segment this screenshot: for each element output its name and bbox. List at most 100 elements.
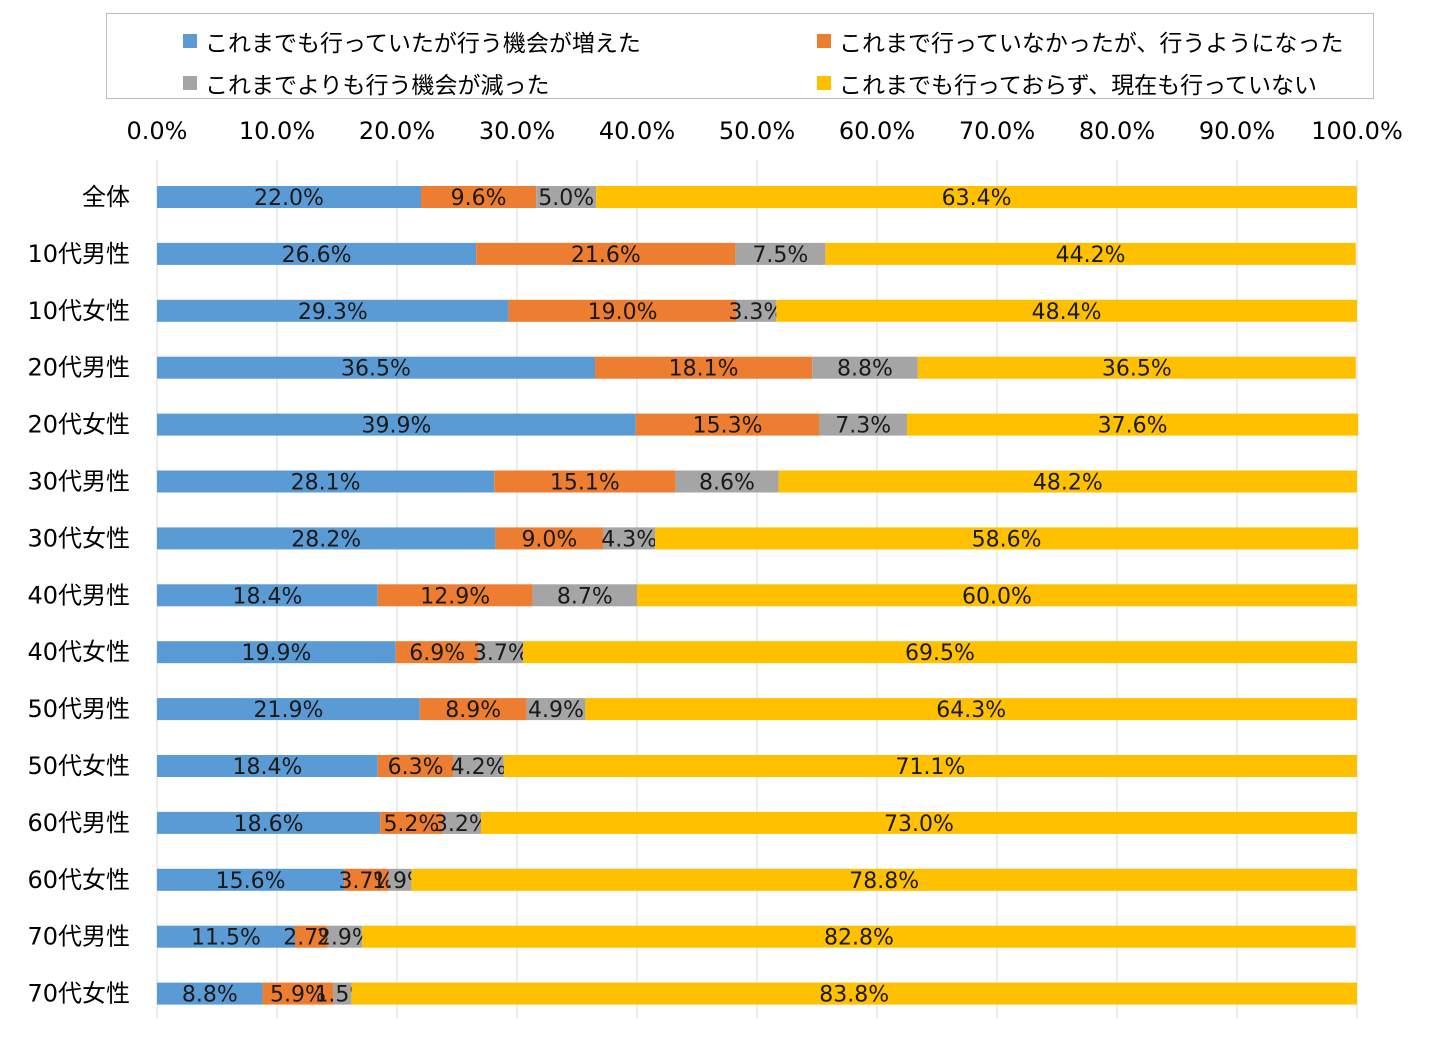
bar-segment-increased — [157, 186, 421, 208]
data-label: 18.4% — [232, 755, 302, 780]
data-label: 78.8% — [849, 869, 919, 894]
bar-segment-started — [419, 698, 527, 721]
data-label: 63.4% — [942, 186, 1012, 211]
bar-segment-never — [776, 299, 1357, 322]
bar-segment-never — [503, 755, 1357, 777]
x-tick-label: 40.0% — [599, 117, 675, 145]
bar-segment-never — [637, 584, 1357, 607]
bar-segment-decreased — [819, 413, 907, 436]
x-tick-label: 70.0% — [959, 117, 1035, 145]
bar-segment-never — [825, 242, 1356, 265]
bar-segment-started — [295, 925, 328, 948]
bar-segment-increased — [157, 982, 263, 1005]
bar-segment-started — [508, 299, 737, 322]
data-label: 73.0% — [884, 812, 954, 837]
bar-segment-increased — [157, 811, 381, 834]
x-tick-label: 80.0% — [1079, 117, 1155, 145]
bar-segment-started — [344, 868, 389, 891]
bar-segment-decreased — [478, 641, 523, 664]
bar-segment-never — [351, 982, 1357, 1005]
legend-swatch-never — [817, 76, 831, 90]
data-label: 22.0% — [254, 186, 324, 211]
legend-swatch-increased — [183, 34, 197, 48]
data-label: 7.3% — [835, 414, 891, 439]
data-label: 9.0% — [521, 527, 577, 552]
x-tick-label: 50.0% — [719, 117, 795, 145]
data-label: 9.6% — [451, 186, 507, 211]
data-label: 21.6% — [571, 243, 641, 268]
category-label: 50代男性 — [27, 695, 130, 723]
bar-segment-started — [377, 584, 533, 607]
bar-segment-never — [585, 698, 1357, 721]
bar-segment-increased — [157, 356, 595, 379]
data-label: 7.5% — [752, 243, 808, 268]
legend-swatch-started — [817, 34, 831, 48]
bar-segment-decreased — [526, 698, 586, 721]
bar-segment-decreased — [675, 470, 779, 493]
bar-segment-started — [595, 356, 813, 379]
data-label: 15.1% — [550, 471, 620, 496]
legend-swatch-decreased — [183, 76, 197, 90]
bar-segment-decreased — [327, 925, 363, 948]
bar-segment-decreased — [333, 982, 352, 1005]
category-label: 30代男性 — [27, 468, 130, 496]
category-label: 70代男性 — [27, 923, 130, 951]
data-label: 18.4% — [232, 584, 302, 609]
data-label: 4.2% — [451, 755, 507, 780]
data-label: 4.3% — [601, 527, 657, 552]
data-label: 6.9% — [409, 641, 465, 666]
bar-segment-decreased — [736, 299, 777, 322]
legend: これまでも行っていたが行う機会が増えた これまで行っていなかったが、行うようにな… — [106, 13, 1374, 99]
data-label: 48.2% — [1033, 471, 1103, 496]
category-label: 30代女性 — [27, 524, 130, 552]
category-label: 60代男性 — [27, 809, 130, 837]
data-label: 8.7% — [557, 584, 613, 609]
data-label: 3.2% — [434, 812, 490, 837]
bar-segment-increased — [157, 413, 636, 436]
x-tick-label: 30.0% — [479, 117, 555, 145]
bar-segment-increased — [157, 242, 477, 265]
data-label: 18.6% — [234, 812, 304, 837]
bar-segment-started — [380, 811, 443, 834]
data-label: 3.7% — [338, 869, 394, 894]
bar-segment-decreased — [442, 811, 481, 834]
bar-segment-started — [395, 641, 479, 664]
data-label: 29.3% — [298, 300, 368, 325]
data-label: 5.9% — [270, 983, 326, 1008]
category-label: 20代女性 — [27, 411, 130, 439]
bar-segment-increased — [157, 868, 345, 891]
data-label: 39.9% — [361, 414, 431, 439]
bar-segment-never — [481, 811, 1357, 834]
bar-segment-increased — [157, 584, 378, 607]
data-label: 21.9% — [253, 698, 323, 723]
bar-segment-never — [778, 470, 1357, 493]
data-label: 26.6% — [282, 243, 352, 268]
x-tick-label: 100.0% — [1311, 117, 1403, 145]
bar-segment-decreased — [812, 356, 918, 379]
data-label: 37.6% — [1098, 414, 1168, 439]
bar-segment-never — [362, 925, 1356, 948]
legend-label-started: これまで行っていなかったが、行うようになった — [839, 31, 1344, 57]
data-label: 8.8% — [837, 357, 893, 382]
bar-segment-decreased — [388, 868, 412, 891]
data-label: 19.9% — [241, 641, 311, 666]
category-label: 70代女性 — [27, 980, 130, 1008]
bar-segment-decreased — [603, 527, 655, 550]
bar-segment-never — [917, 356, 1356, 379]
data-label: 5.0% — [538, 186, 594, 211]
data-label: 83.8% — [819, 983, 889, 1008]
bar-segment-increased — [157, 698, 420, 721]
bar-segment-started — [377, 755, 454, 777]
data-label: 71.1% — [895, 755, 965, 780]
bar-segment-decreased — [532, 584, 637, 607]
category-label: 10代男性 — [27, 240, 130, 268]
x-tick-label: 20.0% — [359, 117, 435, 145]
bar-segment-started — [262, 982, 334, 1005]
category-label: 20代男性 — [27, 354, 130, 382]
data-label: 8.8% — [182, 983, 238, 1008]
x-tick-label: 90.0% — [1199, 117, 1275, 145]
data-label: 19.0% — [588, 300, 658, 325]
bar-segment-never — [411, 868, 1357, 891]
data-label: 4.9% — [528, 698, 584, 723]
